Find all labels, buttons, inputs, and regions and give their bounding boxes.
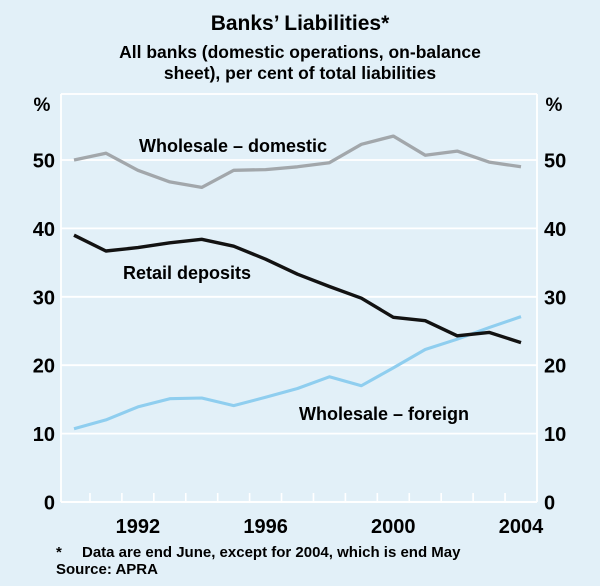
footnote: * Data are end June, except for 2004, whi… (56, 544, 576, 561)
y-axis-label-right-40: 40 (544, 219, 566, 241)
y-axis-label-left-30: 30 (33, 287, 55, 309)
y-axis-label-right-20: 20 (544, 356, 566, 378)
chart-subtitle-line-1: All banks (domestic operations, on-balan… (119, 42, 481, 62)
y-axis-label-left-40: 40 (33, 219, 55, 241)
footnote-asterisk: * (56, 544, 62, 561)
y-axis-label-right-50: 50 (544, 151, 566, 173)
series-line-wholesale-domestic (73, 134, 522, 190)
footnote-text: Data are end June, except for 2004, whic… (82, 544, 461, 561)
series-line-wholesale-foreign (73, 315, 522, 431)
chart-subtitle: All banks (domestic operations, on-balan… (0, 42, 600, 84)
y-axis-label-left-0: 0 (44, 493, 55, 515)
series-label-wholesale-foreign: Wholesale – foreign (299, 404, 469, 424)
chart-subtitle-line-2: sheet), per cent of total liabilities (163, 63, 437, 83)
x-axis-label-2004: 2004 (499, 516, 544, 538)
y-axis-unit-left: % (34, 95, 51, 116)
x-axis-label-1992: 1992 (116, 516, 161, 538)
y-axis-label-right-30: 30 (544, 287, 566, 309)
series-label-retail-deposits: Retail deposits (123, 263, 251, 283)
x-axis-label-2000: 2000 (371, 516, 416, 538)
y-axis-unit-right: % (546, 95, 563, 116)
y-axis-label-left-10: 10 (33, 424, 55, 446)
y-axis-label-left-50: 50 (33, 151, 55, 173)
y-axis-label-left-20: 20 (33, 356, 55, 378)
series-label-wholesale-domestic: Wholesale – domestic (139, 136, 327, 156)
series-line-retail-deposits (73, 233, 522, 345)
x-axis-label-1996: 1996 (243, 516, 288, 538)
chart-title: Banks’ Liabilities* (210, 12, 390, 35)
y-axis-label-right-0: 0 (544, 493, 555, 515)
source-note: Source: APRA (56, 561, 158, 578)
y-axis-label-right-10: 10 (544, 424, 566, 446)
